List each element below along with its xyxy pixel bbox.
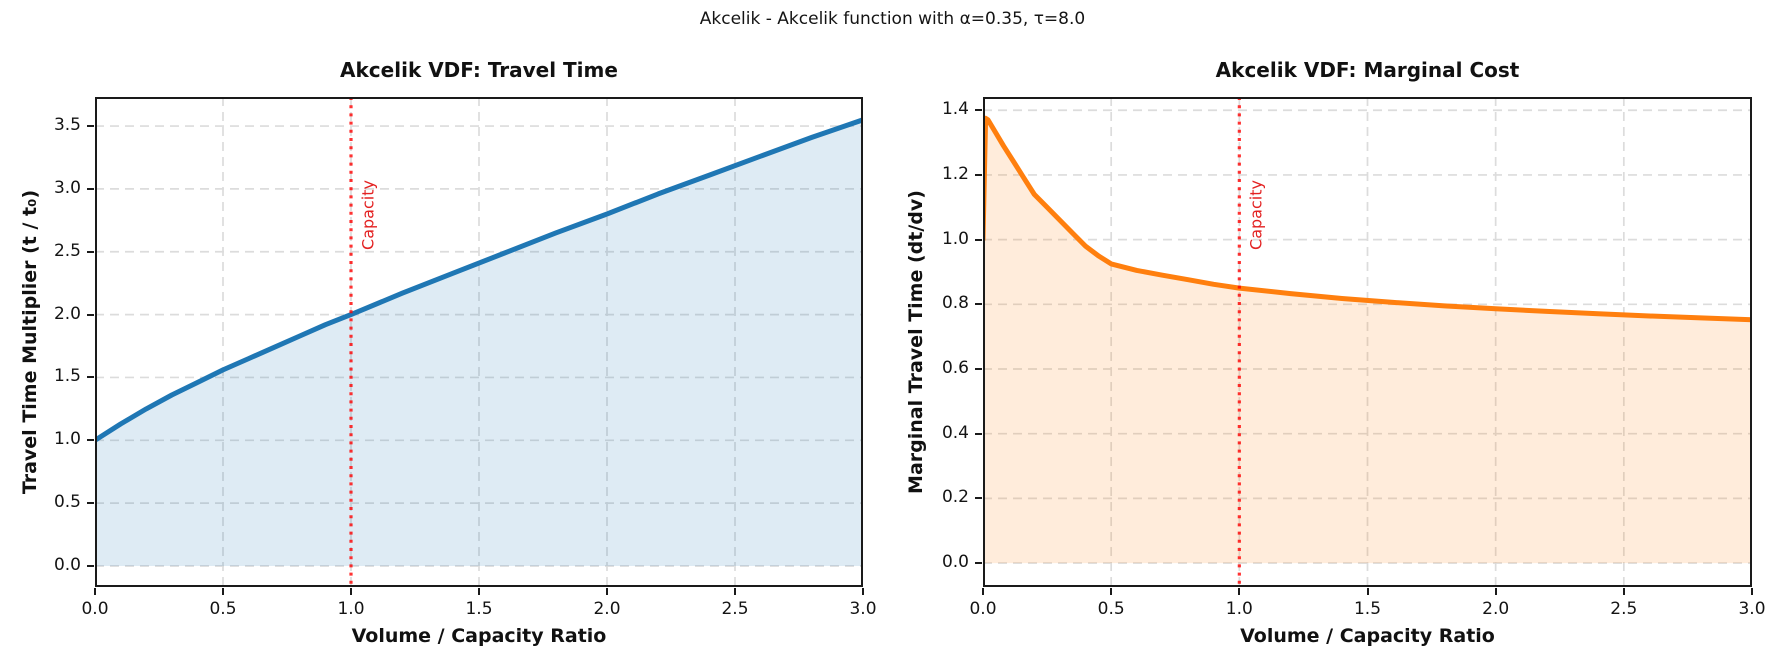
y-tick-mark (87, 439, 94, 442)
y-tick-label: 1.0 (941, 228, 969, 249)
right-capacity-annotation: Capacity (1246, 179, 1266, 250)
x-tick-mark (1110, 588, 1113, 595)
x-tick-label: 0.5 (209, 599, 237, 619)
y-tick-label: 3.0 (53, 177, 81, 198)
left-capacity-annotation: Capacity (358, 179, 378, 250)
x-tick-label: 2.5 (1610, 599, 1638, 619)
x-tick-label: 0.0 (81, 599, 109, 619)
x-tick-mark (1238, 588, 1241, 595)
plot-spines (95, 97, 863, 587)
y-tick-mark (975, 368, 982, 370)
plot-spines (983, 97, 1752, 587)
x-tick-label: 2.0 (1482, 599, 1510, 619)
y-tick-label: 1.4 (941, 99, 969, 120)
x-tick-mark (222, 588, 224, 595)
y-tick-mark (975, 238, 982, 241)
y-tick-label: 0.6 (941, 358, 969, 378)
y-tick-mark (975, 432, 982, 435)
left-x-axis-label: Volume / Capacity Ratio (351, 625, 607, 647)
figure-suptitle: Akcelik - Akcelik function with α=0.35, … (699, 9, 1086, 29)
y-tick-mark (87, 313, 94, 316)
y-tick-label: 2.0 (53, 303, 81, 324)
x-tick-label: 1.5 (465, 599, 493, 619)
y-tick-mark (87, 187, 94, 190)
y-tick-label: 1.5 (53, 366, 81, 387)
x-tick-label: 3.0 (1738, 599, 1766, 619)
marginal-cost-curve (983, 115, 1752, 323)
y-tick-mark (87, 125, 94, 128)
travel-time-plot-area (95, 97, 863, 587)
x-tick-label: 2.0 (593, 599, 621, 619)
x-tick-mark (94, 588, 96, 595)
y-tick-mark (87, 565, 94, 567)
y-tick-mark (975, 562, 982, 565)
marginal-cost-fill-area (983, 118, 1752, 564)
y-tick-mark (975, 173, 982, 176)
left-plot-title: Akcelik VDF: Travel Time (340, 58, 618, 82)
y-tick-label: 1.2 (941, 163, 969, 184)
y-tick-mark (975, 109, 982, 112)
y-tick-mark (87, 376, 94, 379)
x-tick-label: 1.5 (1353, 599, 1382, 619)
x-tick-label: 1.0 (1225, 599, 1253, 619)
y-tick-label: 0.0 (53, 555, 81, 575)
x-tick-mark (606, 588, 608, 595)
x-tick-mark (1622, 588, 1625, 595)
x-tick-label: 3.0 (849, 599, 877, 619)
y-tick-label: 0.0 (941, 552, 969, 573)
y-tick-label: 0.8 (941, 293, 969, 314)
y-tick-label: 0.5 (53, 492, 81, 513)
right-plot-title: Akcelik VDF: Marginal Cost (1215, 58, 1520, 82)
x-tick-mark (1494, 588, 1497, 595)
y-tick-label: 3.5 (53, 115, 81, 136)
right-x-axis-label: Volume / Capacity Ratio (1240, 625, 1495, 647)
x-tick-mark (862, 588, 864, 595)
y-tick-label: 0.2 (941, 487, 969, 508)
y-tick-mark (87, 250, 94, 253)
x-tick-label: 2.5 (721, 599, 749, 619)
y-tick-mark (975, 303, 982, 306)
travel-time-fill-area (95, 119, 863, 567)
x-tick-mark (1751, 588, 1753, 595)
y-tick-label: 2.5 (53, 240, 81, 261)
x-tick-mark (982, 588, 984, 595)
y-tick-mark (87, 502, 94, 505)
x-tick-label: 0.5 (1097, 599, 1125, 619)
x-tick-mark (478, 588, 480, 595)
x-tick-mark (1366, 588, 1369, 595)
travel-time-curve (95, 117, 863, 443)
x-tick-label: 0.0 (969, 599, 997, 619)
x-tick-mark (734, 588, 736, 595)
y-tick-label: 0.4 (941, 422, 969, 443)
x-tick-mark (350, 588, 352, 595)
y-tick-label: 1.0 (53, 429, 81, 450)
x-tick-label: 1.0 (337, 599, 365, 619)
marginal-cost-plot-area (983, 97, 1752, 587)
y-tick-mark (975, 497, 982, 500)
